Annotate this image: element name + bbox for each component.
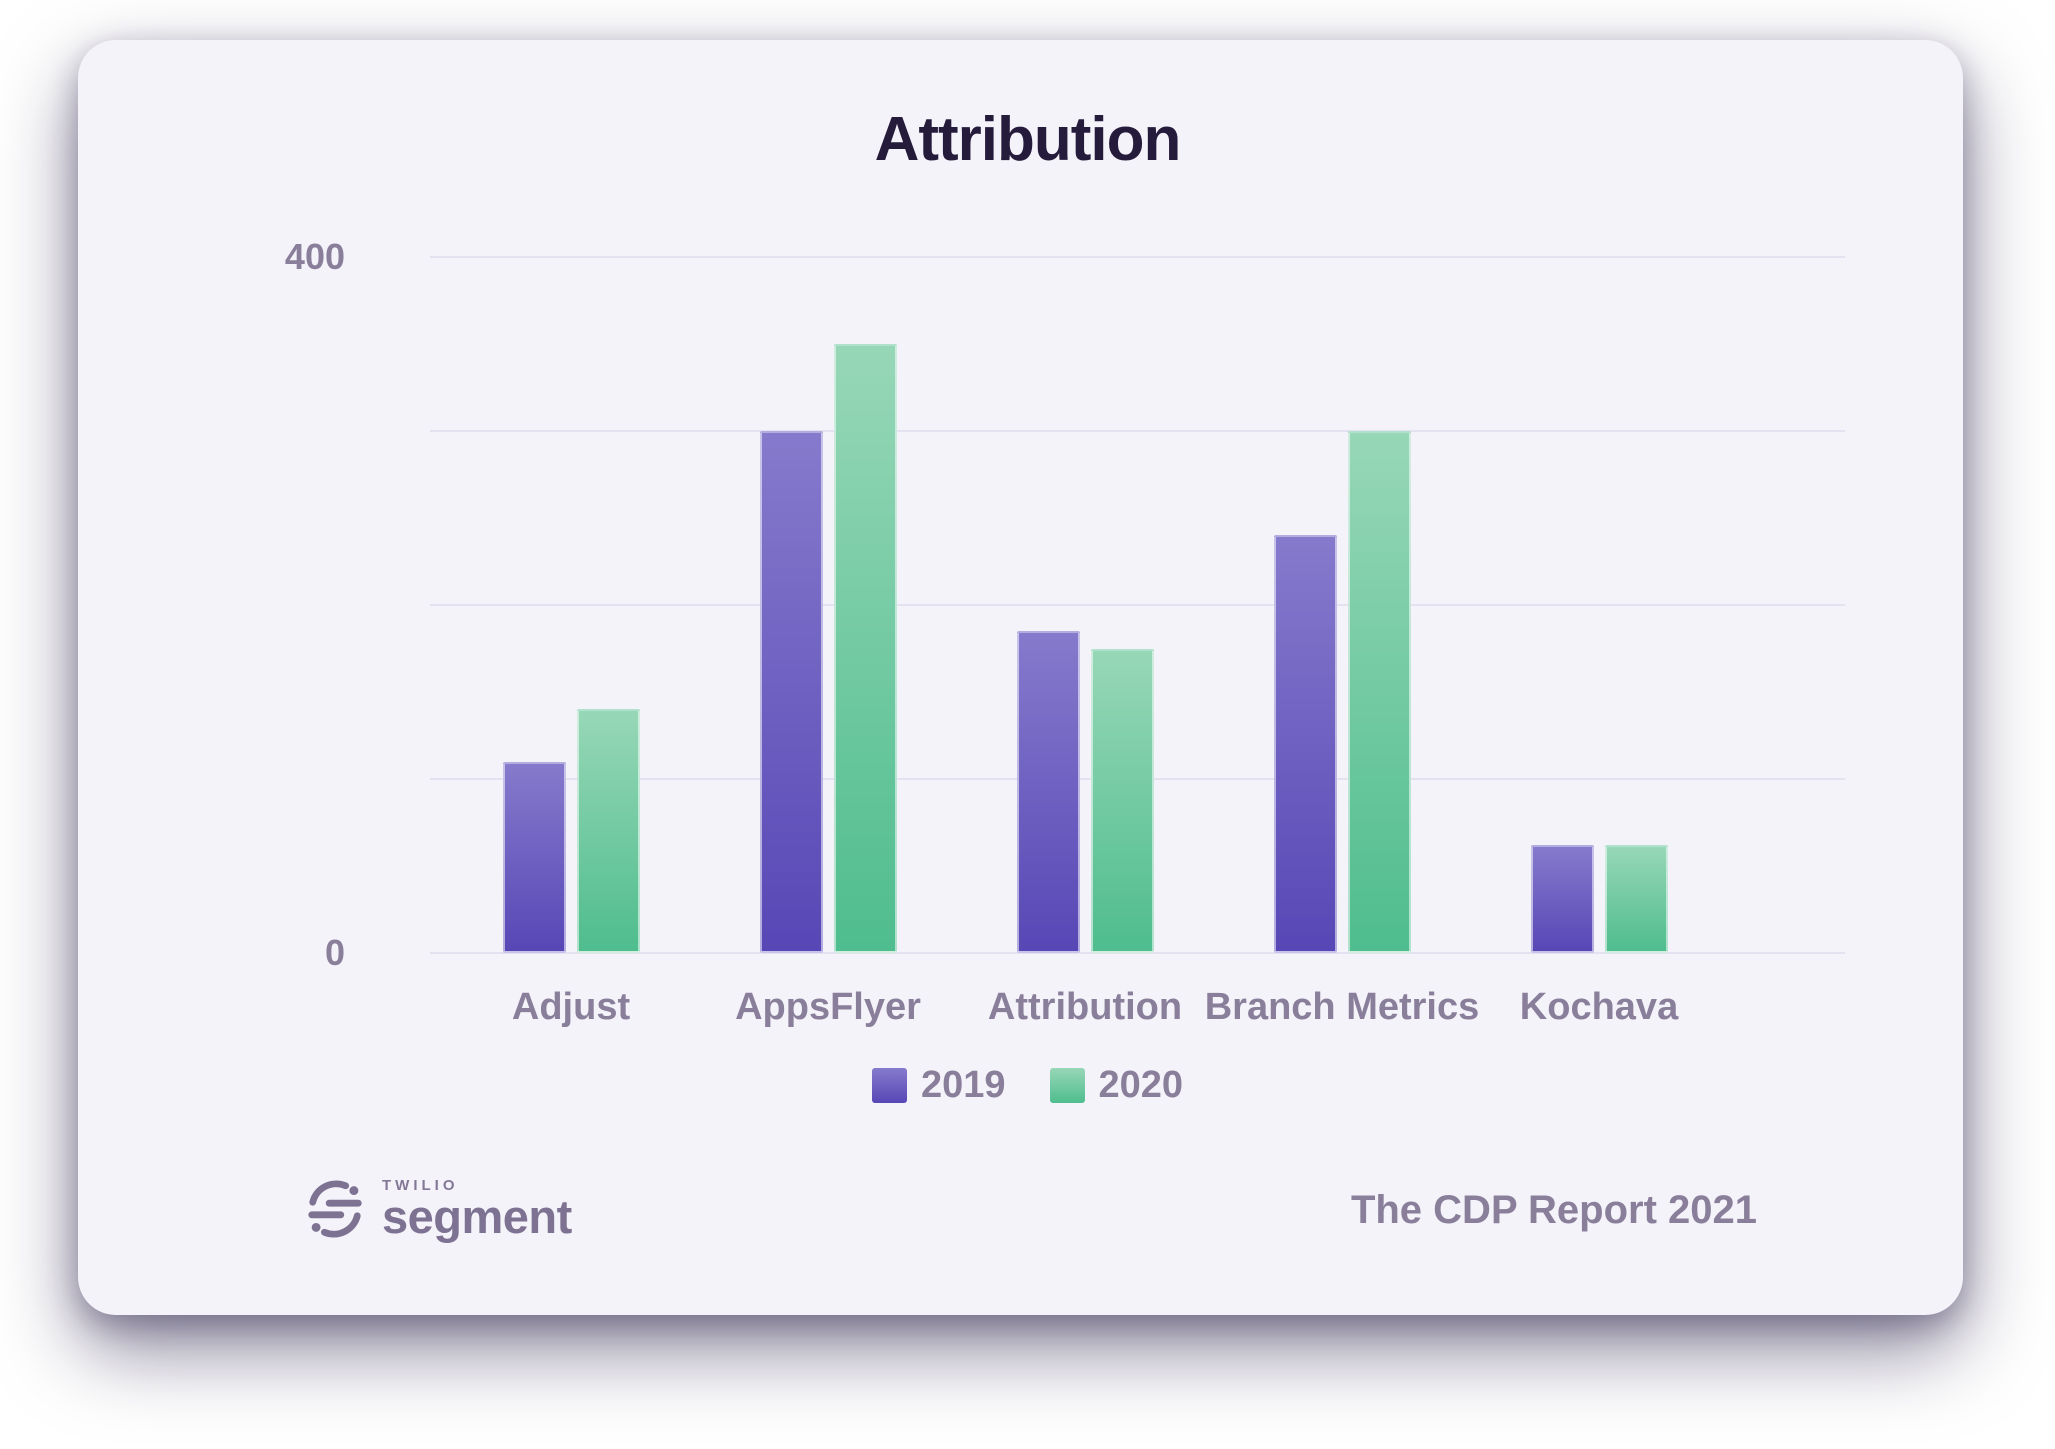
bar-2019-attribution [1017, 631, 1080, 953]
gridline-0 [430, 952, 1845, 954]
report-title: The CDP Report 2021 [1350, 1188, 1757, 1232]
legend-label-2020: 2020 [1098, 1064, 1184, 1106]
y-axis-tick-0: 0 [324, 932, 345, 973]
brand-twilio-label: TWILIO [382, 1177, 459, 1194]
bar-2020-kochava [1605, 845, 1668, 953]
legend-swatch-2020 [1049, 1068, 1085, 1103]
legend-label-2019: 2019 [920, 1064, 1006, 1106]
gridline-400 [430, 256, 1845, 258]
gridline-200 [430, 604, 1845, 606]
bar-2020-appsflyer [834, 344, 897, 953]
chart-title: Attribution [874, 105, 1182, 174]
legend-item-2019: 2019 [871, 1064, 1006, 1107]
bar-2019-adjust [503, 761, 566, 953]
bar-2020-adjust [577, 709, 640, 953]
gridline-300 [430, 430, 1845, 432]
brand-text: TWILIO segment [382, 1176, 572, 1243]
x-axis-label-adjust: Adjust [511, 986, 631, 1028]
x-axis-label-attribution: Attribution [987, 986, 1183, 1028]
bar-2019-branch-metrics [1274, 535, 1337, 953]
legend-swatch-2019 [871, 1068, 907, 1103]
segment-logo-icon [308, 1180, 362, 1238]
legend-item-2020: 2020 [1049, 1064, 1184, 1107]
brand-segment-label: segment [382, 1190, 572, 1243]
bar-2020-attribution [1091, 648, 1154, 953]
x-axis-label-branch-metrics: Branch Metrics [1204, 986, 1480, 1028]
y-axis-tick-400: 400 [284, 236, 345, 277]
brand-logo: TWILIO segment [304, 1176, 572, 1240]
bar-2019-appsflyer [760, 431, 823, 953]
x-axis-label-appsflyer: AppsFlyer [735, 986, 921, 1028]
x-axis-label-kochava: Kochava [1519, 986, 1679, 1028]
chart-legend: 2019 2020 [0, 1064, 2055, 1107]
bar-2020-branch-metrics [1348, 431, 1411, 953]
bar-2019-kochava [1531, 845, 1594, 953]
